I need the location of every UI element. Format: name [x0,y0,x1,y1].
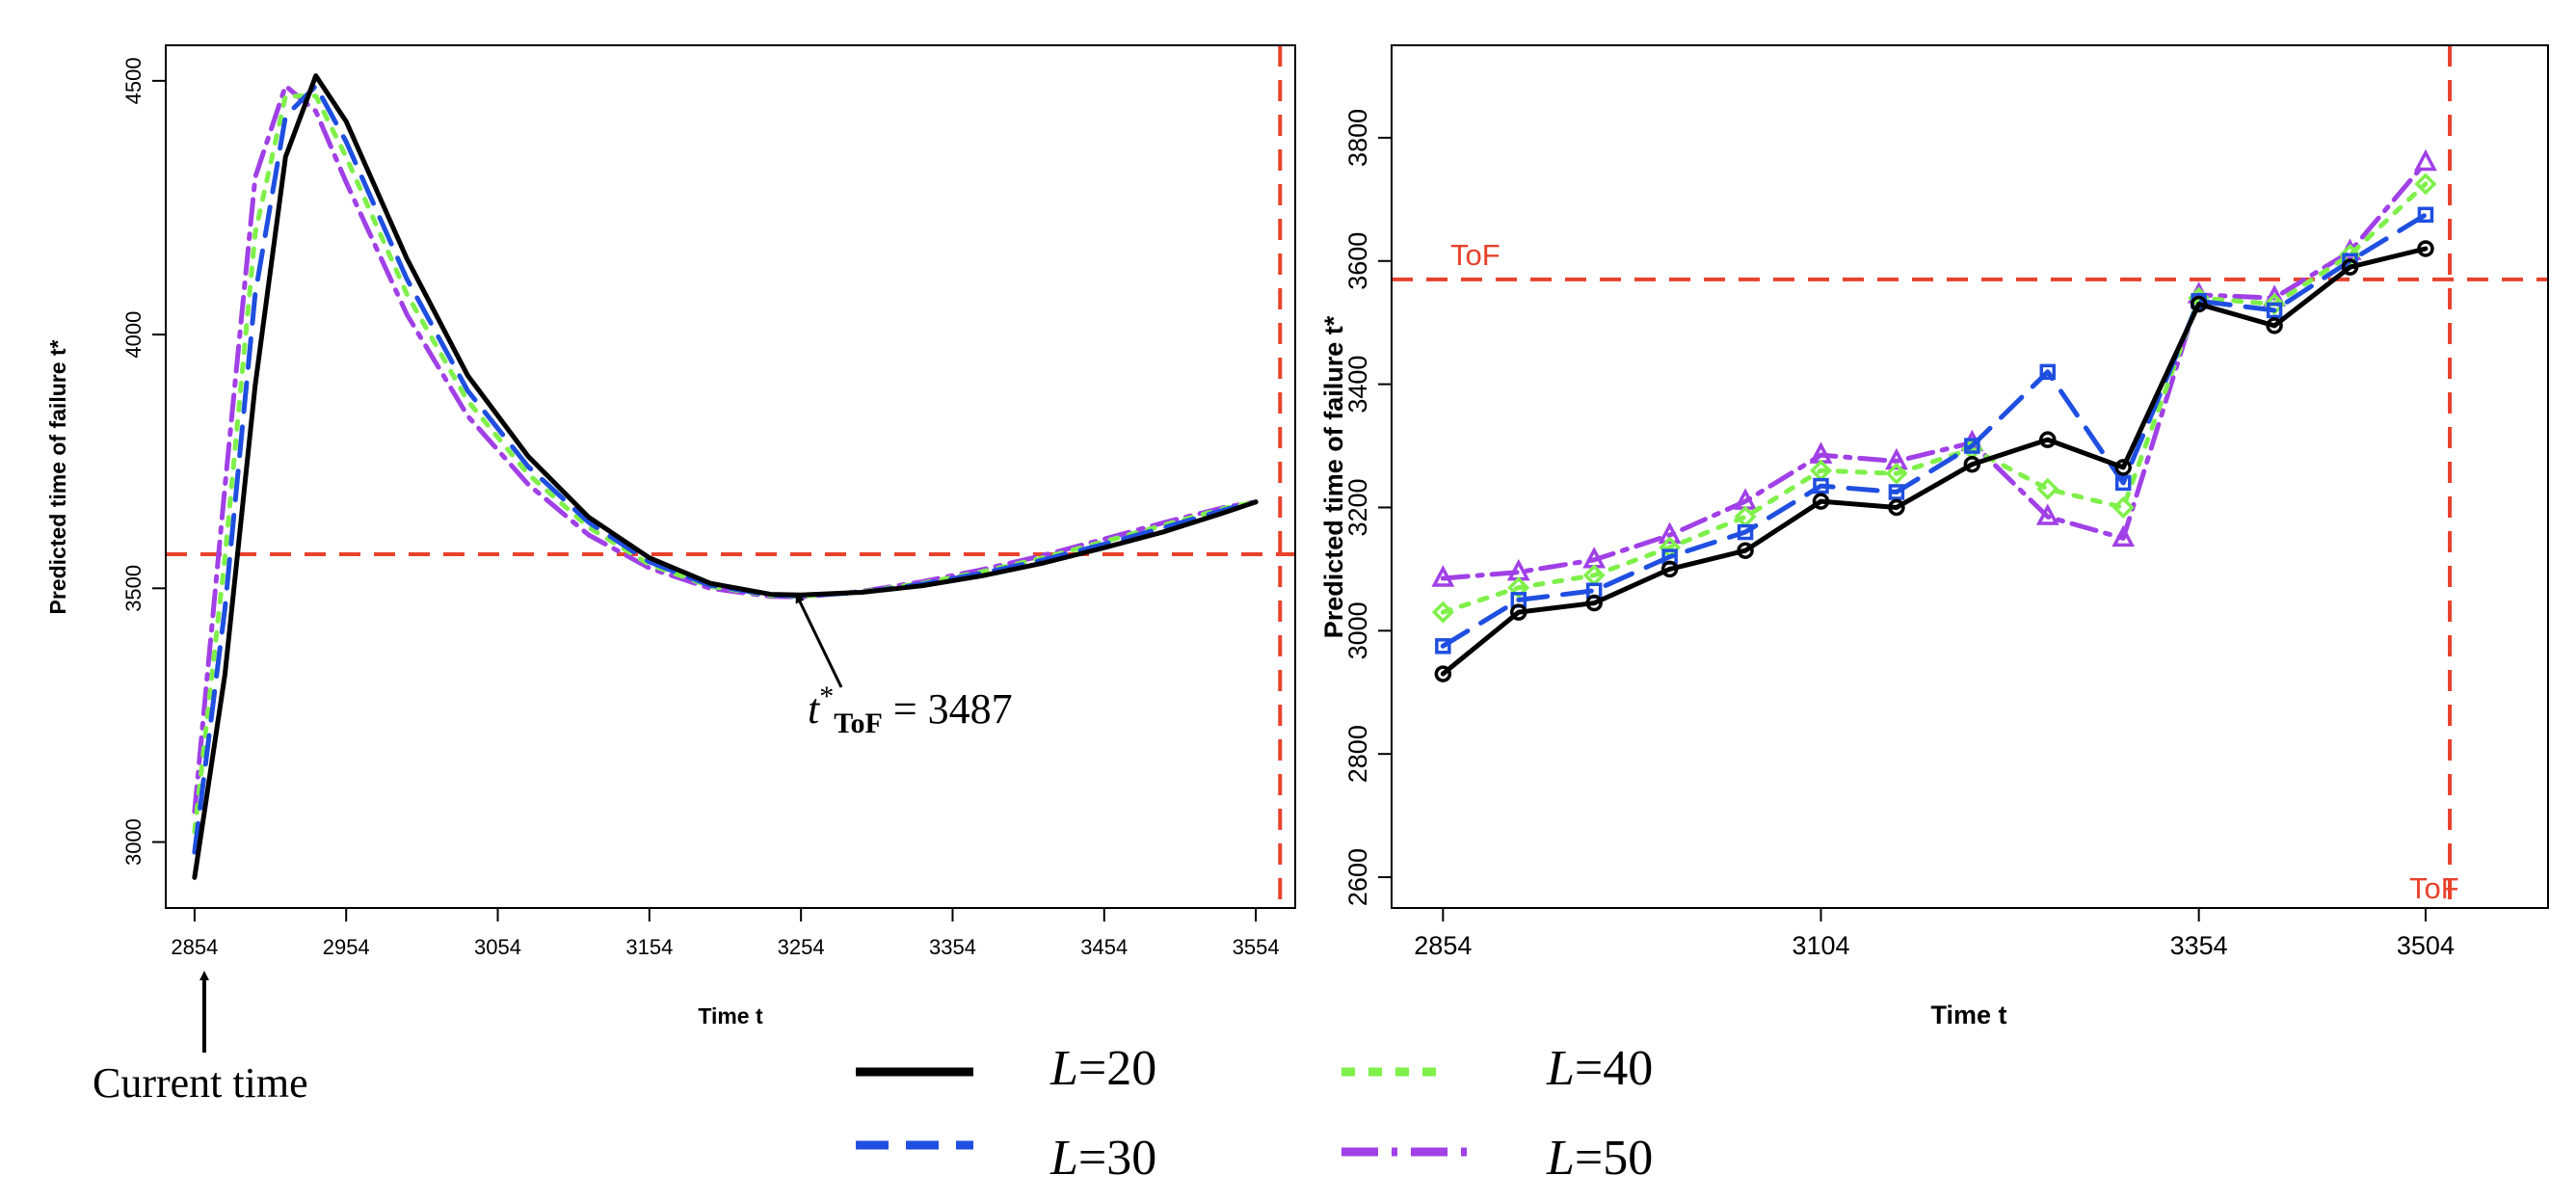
left-plot-frame [165,44,1296,909]
right-point-l20 [2266,317,2283,334]
legend-item-l20: L=20 [856,1041,1156,1096]
right-point-l30 [1888,484,1905,500]
tof-eq-star: * [819,681,834,712]
left-y-axis-label: Predicted time of failure t* [45,339,70,614]
right-point-l50 [1431,565,1455,587]
right-point-l50 [1885,447,1908,470]
left-x-axis-label: Time t [698,1003,763,1028]
right-point-l30 [2039,363,2057,381]
right-x-tick-label: 3104 [1792,931,1849,960]
tof-label-horizontal: ToF [1450,238,1500,272]
right-point-l30 [1813,477,1829,494]
right-point-l20 [1737,542,1754,559]
right-point-l30 [2266,302,2283,319]
right-point-l20 [2114,459,2132,476]
right-chart: 2854 3104 3354 3504 2600 2800 3000 3200 3400 3600… [1319,44,2549,1029]
legend: L=20 L=30 L=40 L=50 [856,1041,1653,1186]
legend-label-l20: L=20 [1049,1041,1156,1096]
legend-label-l50: L=50 [1546,1131,1653,1186]
right-point-l20 [2190,295,2208,313]
right-y-tick-label: 3600 [1343,232,1372,290]
right-point-l30 [2114,474,2132,492]
right-point-l40 [1885,462,1908,485]
right-y-tick-label: 3000 [1343,601,1372,659]
left-x-tick-label: 3354 [929,935,976,959]
left-x-tick-label: 3154 [625,935,673,959]
tof-minimum-arrow [795,593,843,688]
right-point-l20 [1963,455,1981,473]
right-series-l30 [1440,212,2429,649]
legend-label-l30: L=30 [1049,1131,1156,1186]
right-point-l40 [1431,601,1454,624]
right-point-l50 [2111,524,2136,548]
right-point-l20 [1812,493,1830,510]
right-point-l40 [2263,293,2286,315]
right-y-tick-label: 3200 [1343,478,1372,536]
right-point-l20 [2341,258,2359,276]
legend-label-l40: L=40 [1546,1041,1653,1096]
right-point-l40 [2111,495,2135,519]
right-plot-frame [1391,44,2549,909]
right-point-l40 [2036,477,2059,500]
right-series-l50 [1440,160,2429,581]
right-point-l40 [1507,576,1530,600]
right-point-l30 [1737,523,1754,541]
right-y-tick-label: 2800 [1343,725,1372,783]
tof-eq-sub: ToF [834,708,883,739]
right-point-l40 [2414,173,2437,196]
current-time-annotation: Current time [93,971,308,1107]
right-point-l30 [2417,206,2434,224]
left-y-tick-label: 3000 [121,818,146,866]
right-y-tick-label: 3400 [1343,356,1372,414]
right-point-l20 [1434,665,1452,682]
tof-eq-value: = 3487 [883,685,1013,733]
tof-eq-t: t [808,685,821,733]
tof-minimum-annotation: t*ToF = 3487 [795,593,1013,739]
left-x-tick-label: 2854 [171,935,218,959]
legend-item-l40: L=40 [1341,1041,1653,1096]
right-x-tick-label: 3504 [2397,931,2455,960]
right-series-l40 [1440,181,2429,615]
right-point-l30 [1964,438,1980,454]
legend-item-l50: L=50 [1341,1131,1653,1186]
left-x-tick-label: 3554 [1233,935,1280,959]
right-x-axis-label: Time t [1930,1001,2006,1029]
left-chart: 2854 2954 3054 3154 3254 3354 3454 3554 3000 3500… [45,44,1296,1028]
left-series-l40 [192,93,1259,835]
left-series-l50 [192,83,1259,815]
right-point-l20 [2417,240,2434,257]
left-x-tick-label: 3254 [778,935,825,959]
left-y-tick-label: 4000 [121,311,146,359]
current-time-label: Current time [93,1059,308,1107]
right-point-l20 [2039,431,2057,448]
legend-item-l30: L=30 [856,1131,1156,1186]
left-y-tick-label: 4500 [121,57,146,104]
left-series-l30 [192,83,1259,855]
left-x-tick-label: 2954 [323,935,370,959]
left-y-tick-label: 3500 [121,565,146,612]
right-series-l20 [1440,246,2429,677]
left-x-tick-label: 3454 [1080,935,1128,959]
right-point-l50 [2414,148,2437,172]
right-y-tick-label: 3800 [1343,109,1372,167]
right-point-l20 [1510,603,1527,621]
left-series-l20 [192,73,1259,880]
right-point-l20 [1888,498,1905,517]
right-y-axis-label: Predicted time of failure t* [1319,315,1348,638]
left-x-tick-label: 3054 [474,935,521,959]
right-x-tick-label: 2854 [1414,931,1472,960]
right-point-l50 [1658,521,1682,544]
right-point-l20 [1585,594,1603,612]
tof-label-vertical: ToF [2409,871,2459,905]
right-point-l50 [2035,503,2059,525]
tof-equation: t*ToF = 3487 [808,681,1013,739]
right-x-tick-label: 3354 [2170,931,2228,960]
right-y-tick-label: 2600 [1343,848,1372,906]
right-point-l30 [1435,638,1451,654]
right-point-l20 [1660,560,1679,578]
